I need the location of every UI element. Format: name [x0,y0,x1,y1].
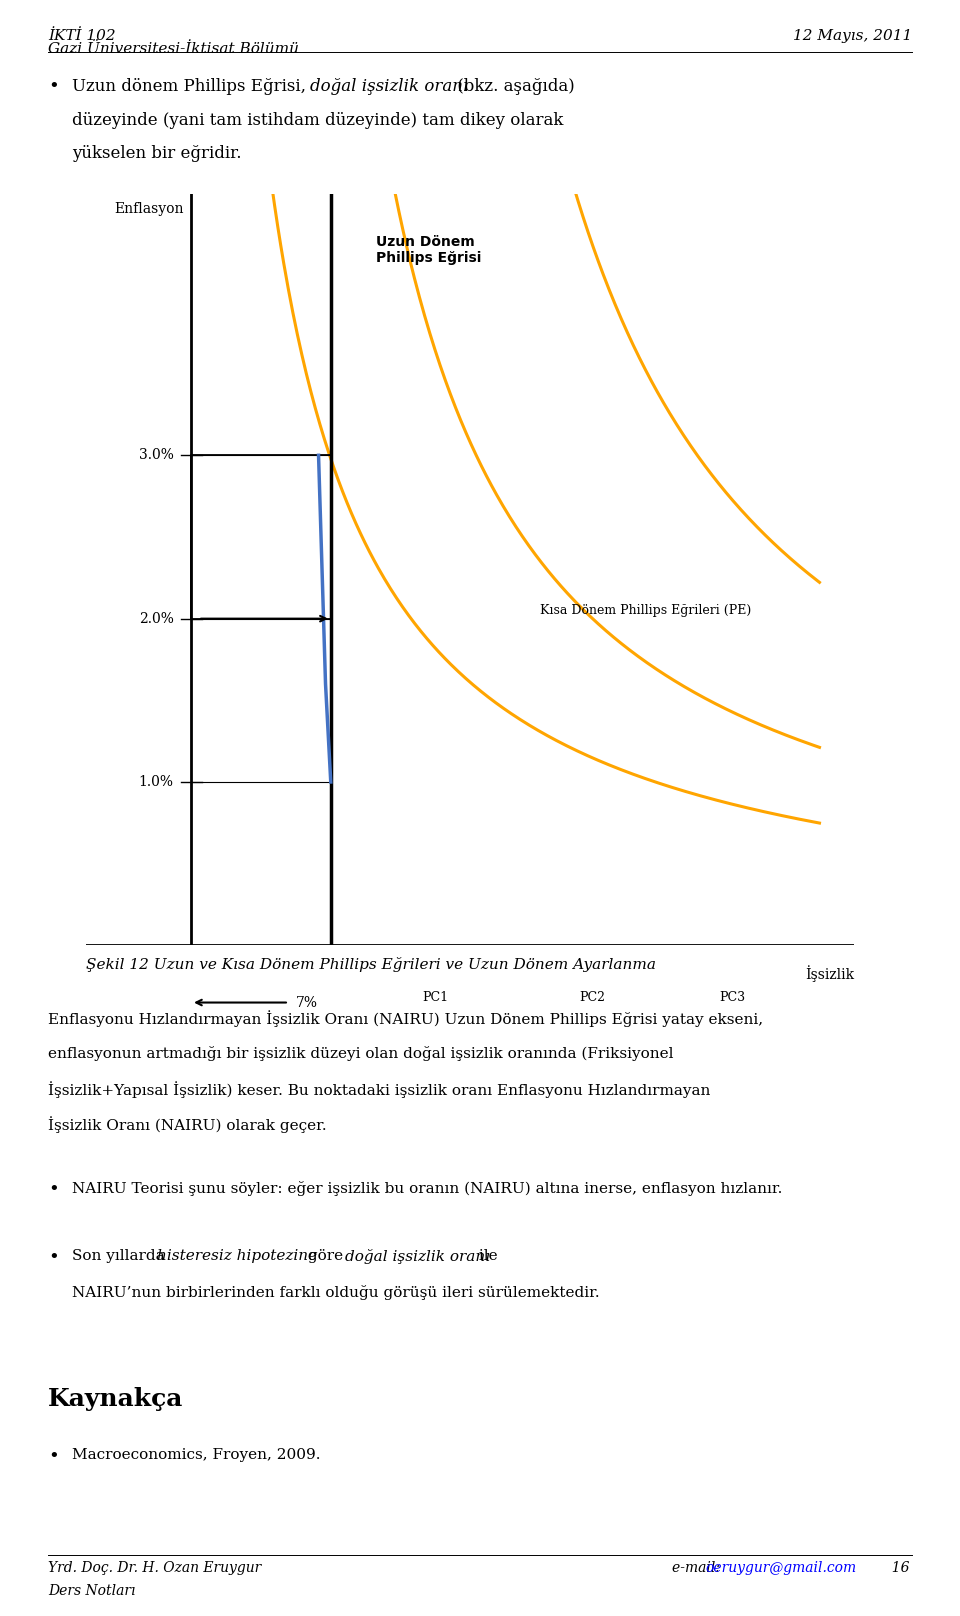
Text: İşsizlik+Yapısal İşsizlik) keser. Bu noktadaki işsizlik oranı Enflasyonu Hızland: İşsizlik+Yapısal İşsizlik) keser. Bu nok… [48,1081,710,1097]
Text: histeresiz hipotezine: histeresiz hipotezine [157,1249,318,1264]
Text: Kaynakça: Kaynakça [48,1387,183,1411]
Text: 1.0%: 1.0% [138,776,174,789]
Text: 7%: 7% [296,995,318,1010]
Text: Gazi Üniversitesi-İktisat Bölümü: Gazi Üniversitesi-İktisat Bölümü [48,42,299,57]
Text: doğal işsizlik oranı: doğal işsizlik oranı [310,78,468,95]
Text: e-mail:: e-mail: [672,1561,725,1576]
Text: 3.0%: 3.0% [139,448,174,462]
Text: PC1: PC1 [422,991,448,1004]
Text: Enflasyonu Hızlandırmayan İşsizlik Oranı (NAIRU) Uzun Dönem Phillips Eğrisi yata: Enflasyonu Hızlandırmayan İşsizlik Oranı… [48,1010,763,1026]
Text: •: • [48,78,59,95]
Text: 16: 16 [883,1561,910,1576]
Text: •: • [48,1448,59,1466]
Text: yükselen bir eğridir.: yükselen bir eğridir. [72,145,242,163]
Text: İşsizlik Oranı (NAIRU) olarak geçer.: İşsizlik Oranı (NAIRU) olarak geçer. [48,1117,326,1133]
Text: Enflasyon: Enflasyon [114,202,184,217]
Text: PC2: PC2 [580,991,606,1004]
Text: Ders Notları: Ders Notları [48,1584,135,1598]
Text: enflasyonun artmadığı bir işsizlik düzeyi olan doğal işsizlik oranında (Friksiyo: enflasyonun artmadığı bir işsizlik düzey… [48,1046,674,1060]
Text: 12 Mayıs, 2011: 12 Mayıs, 2011 [793,29,912,44]
Text: (bkz. aşağıda): (bkz. aşağıda) [452,78,575,95]
Text: Macroeconomics, Froyen, 2009.: Macroeconomics, Froyen, 2009. [72,1448,321,1462]
Text: İKTİ 102: İKTİ 102 [48,29,115,44]
Text: 2.0%: 2.0% [139,611,174,625]
Text: oeruygur@gmail.com: oeruygur@gmail.com [706,1561,856,1576]
Text: göre: göre [303,1249,348,1264]
Text: Yrd. Doç. Dr. H. Ozan Eruygur: Yrd. Doç. Dr. H. Ozan Eruygur [48,1561,261,1576]
Text: düzeyinde (yani tam istihdam düzeyinde) tam dikey olarak: düzeyinde (yani tam istihdam düzeyinde) … [72,112,564,129]
Text: Uzun Dönem
Phillips Eğrisi: Uzun Dönem Phillips Eğrisi [376,234,482,265]
Text: Uzun dönem Phillips Eğrisi,: Uzun dönem Phillips Eğrisi, [72,78,311,95]
Text: PC3: PC3 [719,991,745,1004]
Text: NAIRU Teorisi şunu söyler: eğer işsizlik bu oranın (NAIRU) altına inerse, enflas: NAIRU Teorisi şunu söyler: eğer işsizlik… [72,1181,782,1196]
Text: NAIRU’nun birbirlerinden farklı olduğu görüşü ileri sürülemektedir.: NAIRU’nun birbirlerinden farklı olduğu g… [72,1285,600,1299]
Text: •: • [48,1181,59,1199]
Text: ile: ile [474,1249,498,1264]
Text: doğal işsizlik oranı: doğal işsizlik oranı [345,1249,490,1264]
Text: Şekil 12 Uzun ve Kısa Dönem Phillips Eğrileri ve Uzun Dönem Ayarlanma: Şekil 12 Uzun ve Kısa Dönem Phillips Eğr… [86,957,657,971]
Text: Kısa Dönem Phillips Eğrileri (PE): Kısa Dönem Phillips Eğrileri (PE) [540,604,752,617]
Text: Son yıllarda: Son yıllarda [72,1249,170,1264]
Text: •: • [48,1249,59,1267]
Text: İşsizlik: İşsizlik [805,965,854,983]
